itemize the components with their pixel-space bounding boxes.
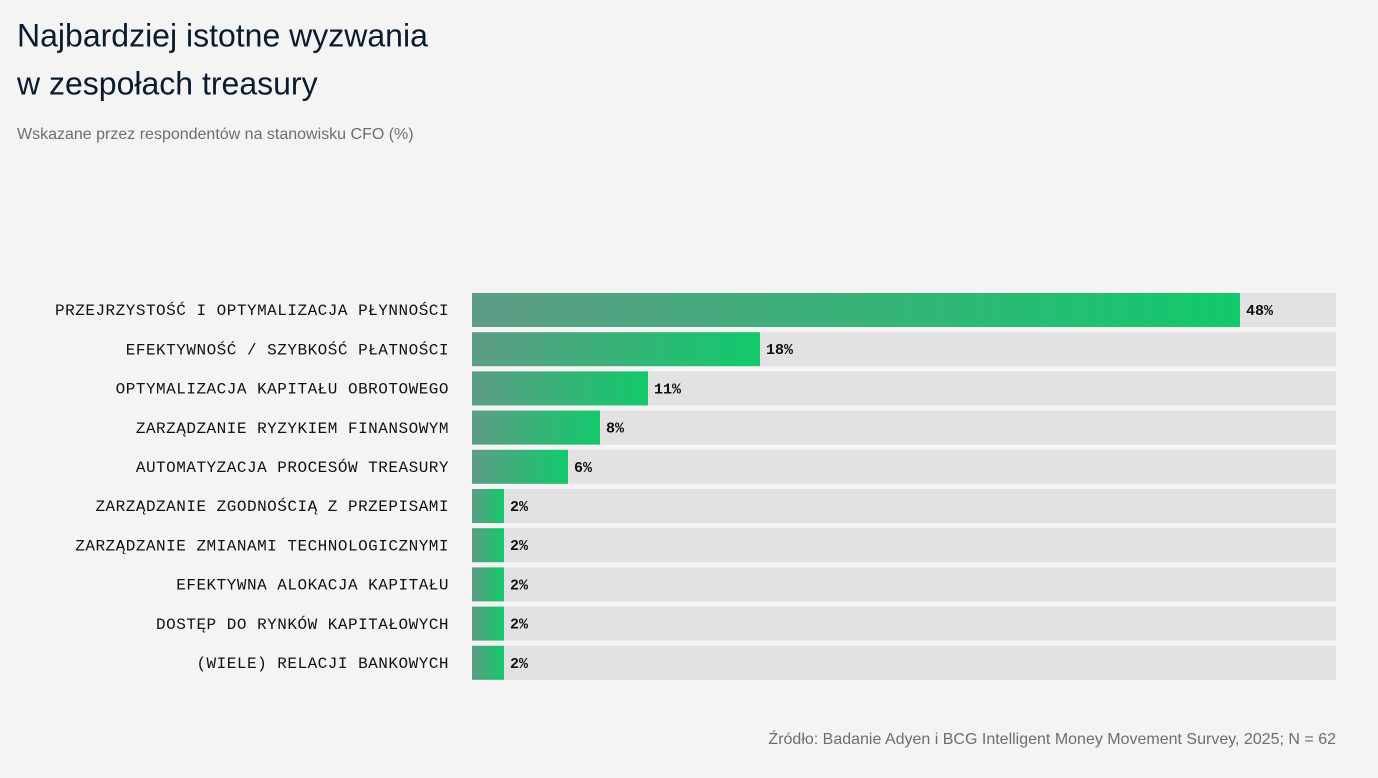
bar-track — [472, 567, 1336, 602]
bar-track — [472, 606, 1336, 641]
bar — [472, 645, 504, 680]
bar — [472, 332, 760, 367]
category-label: PRZEJRZYSTOŚĆ I OPTYMALIZACJA PŁYNNOŚCI — [55, 301, 449, 320]
bar — [472, 606, 504, 641]
bar-track — [472, 645, 1336, 680]
bar — [472, 567, 504, 602]
chart-subtitle: Wskazane przez respondentów na stanowisk… — [17, 126, 414, 143]
source-note: Źródło: Badanie Adyen i BCG Intelligent … — [768, 729, 1336, 748]
chart-title: w zespołach treasury — [16, 65, 318, 101]
bar — [472, 528, 504, 563]
bar — [472, 410, 600, 445]
value-label: 8% — [606, 421, 625, 438]
bar-track — [472, 489, 1336, 523]
bar-track — [472, 449, 1336, 484]
value-label: 11% — [654, 381, 682, 398]
bar-track — [472, 528, 1336, 563]
category-label: AUTOMATYZACJA PROCESÓW TREASURY — [136, 458, 449, 477]
value-label: 2% — [510, 656, 529, 673]
category-label: ZARZĄDZANIE ZMIANAMI TECHNOLOGICZNYMI — [75, 537, 449, 555]
bar — [472, 293, 1240, 327]
value-label: 2% — [510, 538, 529, 555]
category-label: EFEKTYWNOŚĆ / SZYBKOŚĆ PŁATNOŚCI — [126, 340, 449, 359]
value-label: 18% — [766, 342, 794, 359]
category-label: (WIELE) RELACJI BANKOWYCH — [196, 655, 449, 673]
value-label: 2% — [510, 499, 529, 516]
category-label: OPTYMALIZACJA KAPITAŁU OBROTOWEGO — [116, 381, 449, 399]
chart-title: Najbardziej istotne wyzwania — [17, 17, 428, 53]
category-label: EFEKTYWNA ALOKACJA KAPITAŁU — [176, 577, 449, 595]
value-label: 6% — [574, 460, 593, 477]
bar-track — [472, 410, 1336, 445]
bar — [472, 449, 568, 484]
bar — [472, 489, 504, 523]
value-label: 48% — [1246, 303, 1274, 320]
value-label: 2% — [510, 577, 529, 594]
value-label: 2% — [510, 617, 529, 634]
category-label: ZARZĄDZANIE RYZYKIEM FINANSOWYM — [136, 420, 449, 438]
category-label: ZARZĄDZANIE ZGODNOŚCIĄ Z PRZEPISAMI — [95, 497, 449, 516]
category-label: DOSTĘP DO RYNKÓW KAPITAŁOWYCH — [156, 615, 449, 634]
bar — [472, 371, 648, 406]
